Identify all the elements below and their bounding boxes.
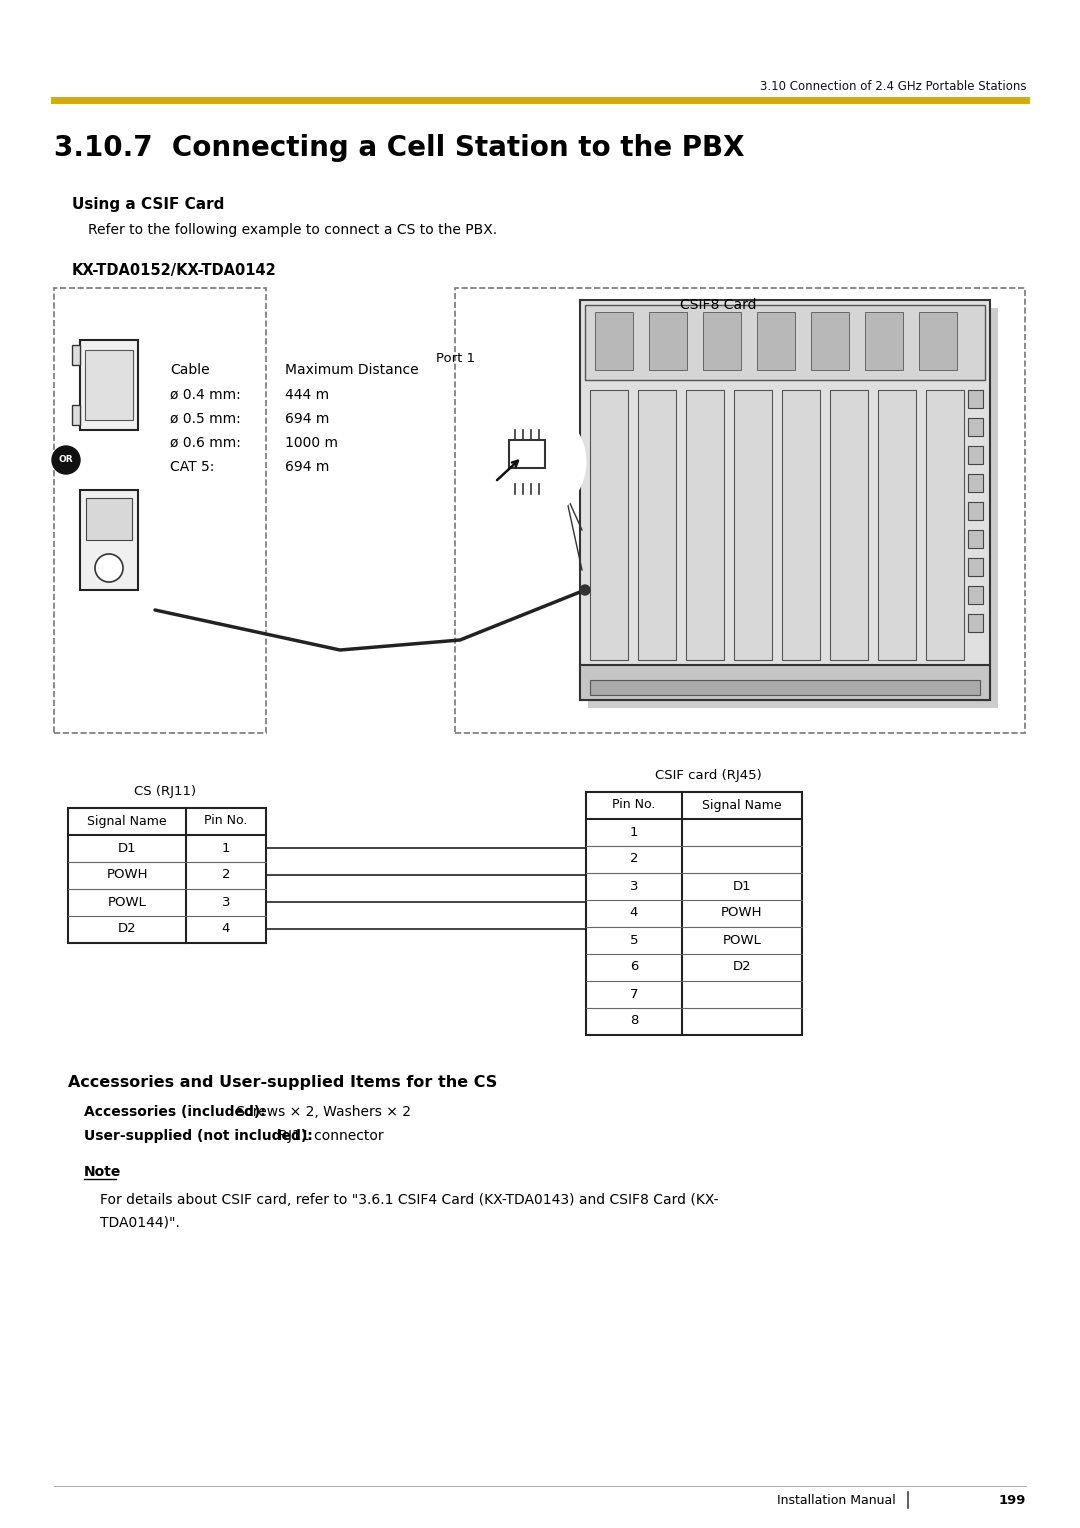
Bar — [86, 498, 132, 539]
Bar — [968, 474, 983, 492]
Bar — [865, 312, 903, 370]
Text: Cable: Cable — [170, 364, 210, 377]
Text: Screws × 2, Washers × 2: Screws × 2, Washers × 2 — [232, 1105, 411, 1118]
Bar — [590, 390, 627, 660]
Text: 444 m: 444 m — [285, 388, 329, 402]
Text: Signal Name: Signal Name — [702, 799, 782, 811]
Bar — [811, 312, 849, 370]
Bar — [649, 312, 687, 370]
Text: POWH: POWH — [721, 906, 762, 920]
Text: Port 1: Port 1 — [436, 351, 475, 365]
Text: CSIF card (RJ45): CSIF card (RJ45) — [654, 769, 761, 781]
Text: TDA0144)".: TDA0144)". — [100, 1215, 180, 1229]
Bar — [586, 792, 802, 1034]
Text: 4: 4 — [630, 906, 638, 920]
Bar — [926, 390, 964, 660]
Text: 8: 8 — [630, 1015, 638, 1027]
Text: CSIF8 Card: CSIF8 Card — [680, 298, 756, 312]
Text: Maximum Distance: Maximum Distance — [285, 364, 419, 377]
Text: D2: D2 — [118, 923, 136, 935]
Bar — [968, 587, 983, 604]
Bar — [588, 309, 998, 707]
Bar — [968, 419, 983, 435]
Bar — [590, 680, 980, 695]
Text: 3.10 Connection of 2.4 GHz Portable Stations: 3.10 Connection of 2.4 GHz Portable Stat… — [759, 79, 1026, 93]
Circle shape — [580, 585, 590, 594]
Bar — [734, 390, 772, 660]
Bar — [968, 614, 983, 633]
Text: CAT 5:: CAT 5: — [170, 460, 214, 474]
Text: Using a CSIF Card: Using a CSIF Card — [72, 197, 225, 212]
Bar — [585, 306, 985, 380]
Bar — [80, 490, 138, 590]
Text: POWL: POWL — [108, 895, 147, 909]
Text: 3: 3 — [221, 895, 230, 909]
Bar — [782, 390, 820, 660]
Text: ø 0.5 mm:: ø 0.5 mm: — [170, 413, 241, 426]
Circle shape — [469, 403, 585, 520]
Bar — [686, 390, 724, 660]
Text: ø 0.4 mm:: ø 0.4 mm: — [170, 388, 241, 402]
Text: 7: 7 — [630, 987, 638, 1001]
Text: User-supplied (not included):: User-supplied (not included): — [84, 1129, 313, 1143]
Text: 2: 2 — [630, 853, 638, 865]
Text: CS (RJ11): CS (RJ11) — [134, 785, 197, 799]
Text: D2: D2 — [732, 961, 752, 973]
Circle shape — [95, 555, 123, 582]
Text: 4: 4 — [221, 923, 230, 935]
Bar — [968, 558, 983, 576]
Text: POWH: POWH — [106, 868, 148, 882]
Text: Accessories and User-supplied Items for the CS: Accessories and User-supplied Items for … — [68, 1074, 497, 1089]
Text: OR: OR — [58, 455, 73, 465]
Text: POWL: POWL — [723, 934, 761, 946]
Bar — [757, 312, 795, 370]
Text: Pin No.: Pin No. — [204, 814, 247, 828]
Bar — [580, 665, 990, 700]
Bar — [968, 390, 983, 408]
Bar — [72, 345, 80, 365]
Text: Signal Name: Signal Name — [87, 814, 166, 828]
Bar — [878, 390, 916, 660]
Bar — [54, 287, 266, 733]
Text: 694 m: 694 m — [285, 413, 329, 426]
Bar — [968, 530, 983, 549]
Text: 1000 m: 1000 m — [285, 435, 338, 451]
Text: RJ11 connector: RJ11 connector — [274, 1129, 383, 1143]
Bar — [509, 440, 545, 468]
Text: 2: 2 — [221, 868, 230, 882]
Bar — [968, 503, 983, 520]
Text: For details about CSIF card, refer to "3.6.1 CSIF4 Card (KX-TDA0143) and CSIF8 C: For details about CSIF card, refer to "3… — [100, 1193, 718, 1207]
Bar — [85, 350, 133, 420]
Text: Pin No.: Pin No. — [612, 799, 656, 811]
Bar — [455, 287, 1025, 733]
Bar — [831, 390, 868, 660]
Bar — [80, 341, 138, 429]
Bar — [703, 312, 741, 370]
Text: 3.10.7  Connecting a Cell Station to the PBX: 3.10.7 Connecting a Cell Station to the … — [54, 134, 744, 162]
Text: ø 0.6 mm:: ø 0.6 mm: — [170, 435, 241, 451]
Text: 694 m: 694 m — [285, 460, 329, 474]
Bar — [968, 446, 983, 465]
Bar — [580, 299, 990, 700]
Bar — [638, 390, 676, 660]
Text: 6: 6 — [630, 961, 638, 973]
Bar — [919, 312, 957, 370]
Text: Accessories (included):: Accessories (included): — [84, 1105, 266, 1118]
Text: D1: D1 — [118, 842, 136, 854]
Bar — [72, 405, 80, 425]
Text: 1: 1 — [630, 825, 638, 839]
Text: D1: D1 — [732, 880, 752, 892]
Bar — [68, 808, 266, 943]
Text: Refer to the following example to connect a CS to the PBX.: Refer to the following example to connec… — [87, 223, 497, 237]
Text: 3: 3 — [630, 880, 638, 892]
Text: 1: 1 — [221, 842, 230, 854]
Text: Note: Note — [84, 1164, 121, 1180]
Circle shape — [52, 446, 80, 474]
Text: 5: 5 — [630, 934, 638, 946]
Text: 199: 199 — [999, 1493, 1026, 1507]
Text: Installation Manual: Installation Manual — [778, 1493, 896, 1507]
Bar — [595, 312, 633, 370]
Text: KX-TDA0152/KX-TDA0142: KX-TDA0152/KX-TDA0142 — [72, 263, 276, 278]
